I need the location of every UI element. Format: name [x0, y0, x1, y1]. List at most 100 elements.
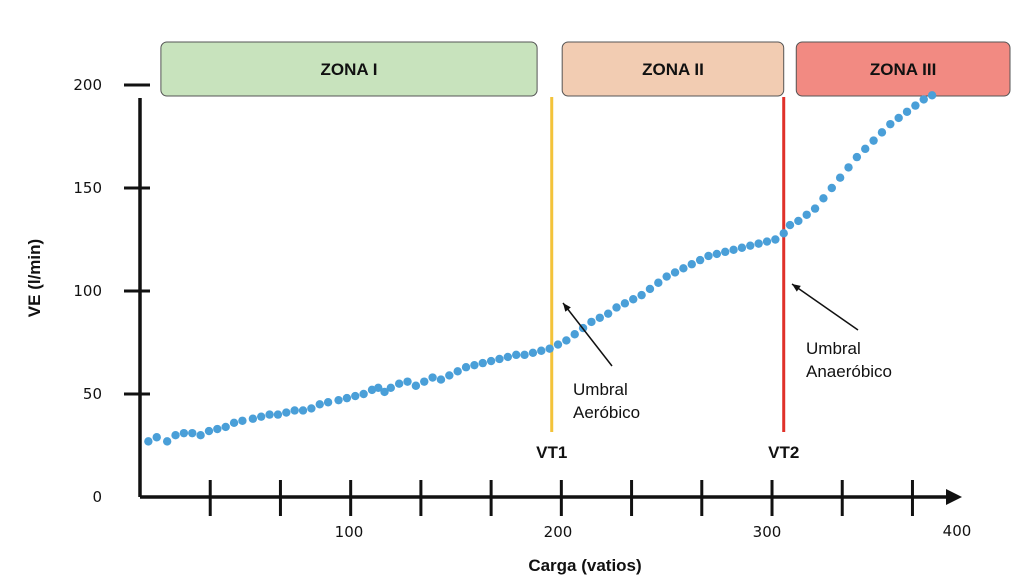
- data-point-62: [654, 278, 663, 287]
- data-point-58: [620, 299, 630, 308]
- data-point-47: [528, 348, 538, 357]
- data-point-25: [351, 391, 360, 401]
- data-point-16: [273, 410, 283, 419]
- y-tick-label-100: 100: [73, 282, 102, 300]
- data-point-3: [162, 437, 172, 446]
- data-point-6: [188, 428, 197, 438]
- data-point-76: [771, 235, 780, 244]
- zone-band-1: [160, 41, 538, 97]
- x-axis-arrow: [946, 489, 962, 505]
- data-point-61: [645, 284, 655, 294]
- data-point-39: [461, 363, 471, 372]
- data-point-75: [762, 237, 772, 246]
- data-point-49: [545, 344, 554, 353]
- data-point-19: [298, 406, 308, 415]
- zone-band-3: [795, 41, 1011, 97]
- data-point-36: [436, 375, 446, 384]
- annotation-text-2-2: Anaeróbico: [806, 362, 892, 381]
- data-point-93: [911, 101, 920, 110]
- data-point-45: [512, 350, 521, 360]
- data-point-46: [520, 350, 529, 360]
- data-point-35: [428, 373, 437, 382]
- axes: 0 50 100 150 200 100 200 300 400: [73, 76, 971, 541]
- data-point-85: [844, 163, 853, 172]
- data-point-37: [445, 371, 454, 380]
- zone-band-2: [561, 41, 785, 97]
- data-point-52: [570, 330, 579, 339]
- data-point-31: [394, 379, 404, 388]
- data-point-77: [779, 229, 788, 238]
- annotation-text-2-1: Umbral: [806, 339, 861, 358]
- y-axis-title: VE (l/min): [25, 239, 44, 317]
- data-point-60: [637, 290, 646, 300]
- data-point-40: [470, 360, 479, 370]
- data-point-7: [196, 431, 205, 440]
- annotation-arrowhead-1: [563, 303, 571, 312]
- data-point-51: [562, 336, 571, 345]
- data-point-33: [411, 381, 421, 390]
- zone-label-1: ZONA I: [321, 60, 378, 79]
- data-point-87: [861, 144, 870, 154]
- data-point-15: [265, 410, 274, 419]
- data-point-2: [152, 433, 161, 442]
- data-point-59: [629, 295, 638, 304]
- data-point-48: [537, 346, 546, 355]
- data-point-63: [662, 272, 671, 281]
- data-point-17: [282, 408, 291, 417]
- zone-label-3: ZONA III: [870, 60, 936, 79]
- data-point-11: [229, 418, 239, 428]
- data-point-72: [737, 243, 747, 252]
- data-point-74: [754, 239, 763, 248]
- data-point-38: [453, 367, 462, 376]
- data-point-90: [886, 119, 895, 129]
- data-point-91: [894, 113, 903, 123]
- data-points: [144, 91, 937, 446]
- data-point-24: [342, 393, 352, 403]
- data-point-56: [603, 309, 613, 318]
- threshold-label-vt2: VT2: [768, 443, 799, 462]
- y-tick-label-0: 0: [92, 488, 102, 506]
- data-point-30: [386, 383, 395, 393]
- data-point-44: [503, 352, 513, 362]
- data-point-42: [486, 356, 496, 366]
- data-point-55: [595, 313, 604, 322]
- data-point-94: [919, 95, 928, 104]
- data-point-78: [785, 220, 795, 230]
- data-point-20: [307, 404, 316, 413]
- data-point-88: [869, 136, 878, 145]
- data-point-82: [819, 194, 828, 203]
- y-tick-label-50: 50: [83, 385, 102, 403]
- threshold-label-vt1: VT1: [536, 443, 567, 462]
- data-point-26: [359, 389, 368, 399]
- data-point-23: [334, 395, 343, 405]
- data-point-41: [478, 358, 487, 368]
- y-tick-label-200: 200: [73, 76, 102, 94]
- data-point-18: [290, 406, 299, 415]
- data-point-69: [712, 249, 722, 259]
- annotation-arrow-1: [562, 302, 613, 367]
- data-point-70: [721, 247, 730, 257]
- data-point-13: [248, 414, 258, 423]
- data-point-28: [374, 383, 383, 393]
- data-point-50: [553, 340, 563, 349]
- data-point-95: [927, 91, 937, 100]
- data-point-71: [729, 245, 738, 254]
- data-point-22: [323, 398, 333, 407]
- data-point-12: [238, 416, 247, 425]
- data-point-83: [827, 183, 836, 193]
- data-point-67: [695, 255, 705, 265]
- labels: VT1 Umbral Aeróbico VT2 Umbral Anaeróbico: [536, 283, 892, 462]
- annotation-text-1-1: Umbral: [573, 380, 628, 399]
- data-point-79: [794, 216, 803, 226]
- data-point-34: [420, 377, 429, 386]
- x-tick-label-100: 100: [335, 523, 364, 541]
- y-tick-label-150: 150: [73, 179, 102, 197]
- data-point-92: [902, 107, 912, 116]
- data-point-66: [687, 260, 696, 269]
- data-point-5: [179, 428, 189, 438]
- data-point-81: [810, 204, 820, 213]
- data-point-1: [144, 437, 153, 446]
- data-point-4: [171, 431, 180, 440]
- annotation-arrow-2: [791, 283, 859, 331]
